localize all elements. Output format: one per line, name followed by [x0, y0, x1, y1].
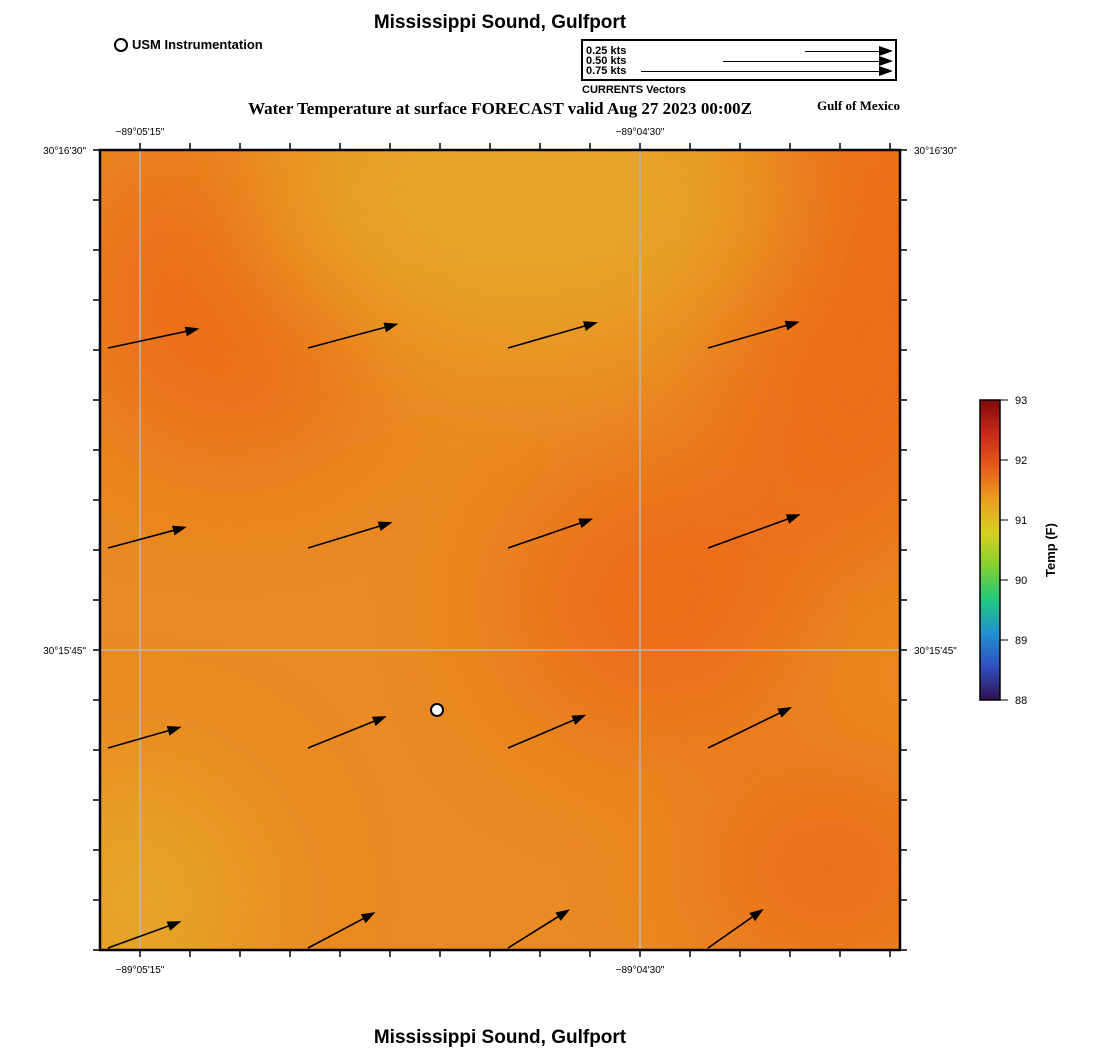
map-subtitle: Water Temperature at surface FORECAST va…: [248, 99, 752, 118]
colorbar-tick-label: 91: [1015, 515, 1027, 527]
colorbar: [979, 399, 1008, 701]
arrow-head-icon: [571, 714, 587, 725]
x-tick-label: −89°04'30": [616, 127, 665, 138]
vector-scale-arrow: [805, 51, 891, 52]
colorbar-title: Temp (F): [1043, 523, 1058, 577]
colorbar-tick-label: 89: [1015, 635, 1027, 647]
map-footer-title: Mississippi Sound, Gulfport: [373, 1027, 627, 1048]
colorbar-bar: [979, 399, 1001, 701]
x-tick-label: −89°05'15": [116, 965, 165, 976]
current-vector: [107, 725, 182, 749]
temperature-field: [100, 150, 900, 950]
y-tick-label: 30°16'30": [43, 146, 86, 157]
current-vector: [707, 320, 800, 349]
vector-scale-label: 0.75 kts: [586, 65, 627, 77]
arrow-head-icon: [879, 46, 893, 56]
current-vector: [107, 525, 187, 549]
arrow-head-icon: [749, 908, 764, 922]
current-vector: [507, 714, 587, 749]
vector-scale-label: 0.25 kts: [586, 45, 627, 57]
arrow-head-icon: [172, 525, 187, 536]
map-frame: [98, 148, 902, 952]
current-vector: [507, 518, 594, 549]
arrow-head-icon: [785, 514, 801, 524]
map-title: Mississippi Sound, Gulfport: [373, 12, 627, 33]
arrow-head-icon: [879, 66, 893, 76]
current-vector: [307, 912, 376, 949]
current-vector: [307, 322, 399, 349]
x-tick-label: −89°04'30": [616, 965, 665, 976]
vector-scale-label: 0.50 kts: [586, 55, 627, 67]
y-tick-label: 30°15'45": [914, 646, 957, 657]
arrow-head-icon: [377, 521, 393, 532]
current-vector: [307, 521, 393, 549]
station-legend-label: USM Instrumentation: [132, 37, 263, 52]
station-marker-icon: [114, 37, 128, 52]
current-vector: [507, 909, 570, 949]
arrow-head-icon: [360, 912, 376, 924]
arrow-head-icon: [784, 320, 800, 331]
colorbar-tick-label: 92: [1015, 455, 1027, 467]
arrow-head-icon: [578, 518, 594, 528]
station-legend: USM Instrumentation: [114, 37, 263, 52]
x-tick-label: −89°05'15": [116, 127, 165, 138]
region-label: Gulf of Mexico: [816, 98, 900, 113]
current-vector: [107, 326, 200, 349]
vector-scale-box: 0.25 kts 0.50 kts 0.75 kts: [581, 39, 897, 81]
y-tick-label: 30°16'30": [914, 146, 957, 157]
colorbar-tick-label: 88: [1015, 695, 1027, 707]
current-vector: [707, 908, 764, 949]
vector-scale-arrow: [723, 61, 891, 62]
graticule: [100, 150, 900, 950]
current-vector: [707, 707, 793, 749]
current-vector: [507, 321, 598, 349]
current-vector: [107, 921, 182, 949]
vector-scale-caption: CURRENTS Vectors: [582, 84, 686, 96]
arrow-head-icon: [583, 321, 598, 331]
colorbar-tick-label: 93: [1015, 395, 1027, 407]
arrow-head-icon: [166, 921, 182, 931]
arrow-head-icon: [383, 322, 399, 333]
arrow-head-icon: [879, 56, 893, 66]
arrow-head-icon: [166, 725, 182, 736]
station-marker-icon: [430, 703, 444, 717]
colorbar-tick-label: 90: [1015, 575, 1027, 587]
arrow-head-icon: [371, 716, 387, 727]
current-vector: [307, 716, 387, 749]
y-tick-label: 30°15'45": [43, 646, 86, 657]
arrow-head-icon: [555, 909, 570, 921]
arrow-head-icon: [777, 707, 793, 718]
current-vector: [707, 514, 801, 549]
current-vectors: [107, 320, 801, 949]
arrow-head-icon: [184, 326, 200, 337]
vector-scale-arrow: [641, 71, 891, 72]
